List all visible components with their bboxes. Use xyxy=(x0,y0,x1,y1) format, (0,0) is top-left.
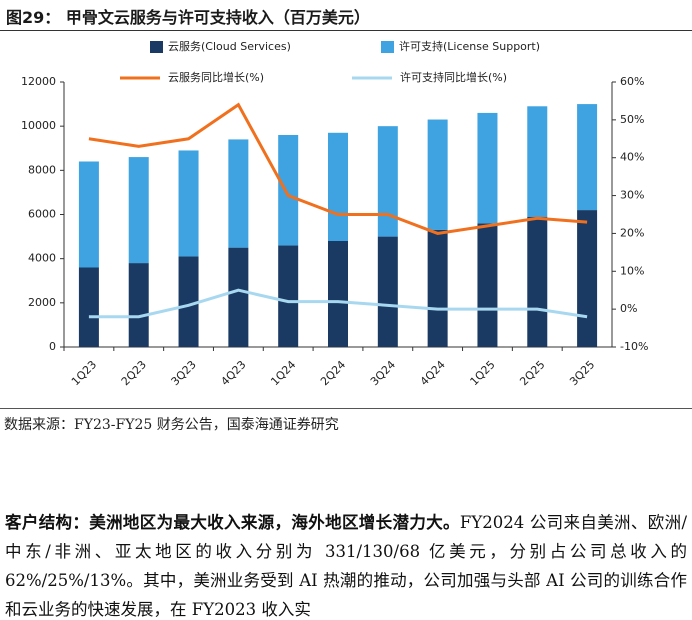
rule xyxy=(0,408,692,409)
y2-tick-label: -10% xyxy=(620,340,648,353)
paragraph: 客户结构：美洲地区为最大收入来源，海外地区增长潜力大。FY2024 公司来自美洲… xyxy=(5,508,687,620)
y-tick-label: 8000 xyxy=(28,163,56,176)
bar xyxy=(128,263,149,347)
bar xyxy=(328,241,348,347)
x-tick-label: 4Q23 xyxy=(218,358,248,388)
y-tick-label: 6000 xyxy=(28,208,56,221)
bar xyxy=(278,245,299,347)
y-tick-label: 10000 xyxy=(21,119,56,132)
x-tick-label: 3Q25 xyxy=(567,358,597,388)
x-tick-label: 3Q24 xyxy=(368,358,398,388)
y2-tick-label: 20% xyxy=(620,226,644,239)
y-tick-label: 12000 xyxy=(21,75,56,88)
bar xyxy=(477,223,498,347)
rule xyxy=(0,30,692,31)
x-tick-label: 4Q24 xyxy=(418,358,448,388)
bar xyxy=(278,135,299,246)
y2-tick-label: 30% xyxy=(620,189,644,202)
lead: 客户结构：美洲地区为最大收入来源，海外地区增长潜力大。 xyxy=(5,513,460,532)
y2-tick-label: 0% xyxy=(620,302,637,315)
chart: 0 2000 4000 6000 8000 10000 12000 -10% 0% 10% 20% 3… xyxy=(21,39,648,388)
y-tick-label: 2000 xyxy=(28,296,56,309)
bar xyxy=(128,157,149,264)
y-tick-label: 0 xyxy=(49,340,56,353)
x-tick-label: 1Q23 xyxy=(69,358,99,388)
y2-tick-label: 60% xyxy=(620,75,644,88)
bar xyxy=(228,247,249,347)
bar xyxy=(477,112,498,224)
bar xyxy=(377,236,398,347)
bar xyxy=(427,229,448,347)
y2-tick-label: 10% xyxy=(620,264,644,277)
bar xyxy=(527,216,548,347)
x-tick-label: 2Q24 xyxy=(318,358,348,388)
body: FY2024 公司来自美洲、欧洲/中东/非洲、亚太地区的收入分别为 331/13… xyxy=(5,513,688,619)
y2-tick-label: 50% xyxy=(620,113,644,126)
bar xyxy=(377,126,398,237)
y-tick-label: 4000 xyxy=(28,252,56,265)
bar xyxy=(427,119,448,230)
line xyxy=(88,102,588,235)
legend-label: 云服务(Cloud Services) xyxy=(168,40,291,53)
source: 数据来源：FY23-FY25 财务公告，国泰海通证券研究 xyxy=(4,417,339,433)
figure-title: 图29： 甲骨文云服务与许可支持收入（百万美元） xyxy=(6,8,370,27)
legend-swatch xyxy=(150,41,163,53)
x-tick-label: 1Q25 xyxy=(468,358,498,388)
x-tick-label: 2Q25 xyxy=(517,358,547,388)
bar xyxy=(178,256,199,347)
legend-label: 许可支持(License Support) xyxy=(399,39,540,53)
legend-swatch xyxy=(381,41,394,53)
bar xyxy=(577,210,598,347)
x-tick-label: 1Q24 xyxy=(268,358,298,388)
y2-tick-label: 40% xyxy=(620,151,644,164)
line xyxy=(88,288,588,319)
bar xyxy=(228,139,249,248)
bar xyxy=(78,267,99,347)
legend-label: 许可支持同比增长(%) xyxy=(400,70,507,84)
bar xyxy=(78,161,99,268)
x-tick-label: 2Q23 xyxy=(119,358,149,388)
bar xyxy=(577,104,598,211)
bar xyxy=(328,132,348,241)
bar xyxy=(178,150,199,257)
legend-label: 云服务同比增长(%) xyxy=(168,70,264,84)
bar xyxy=(527,106,548,217)
x-tick-label: 3Q23 xyxy=(169,358,199,388)
